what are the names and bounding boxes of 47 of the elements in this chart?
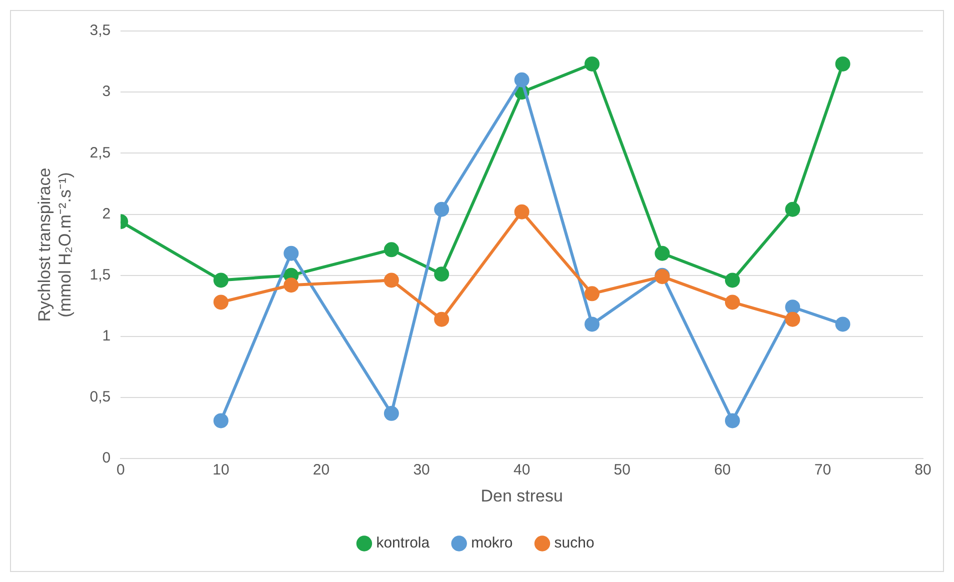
y-tick-label: 2 [102, 205, 111, 222]
point [785, 300, 800, 315]
point [835, 56, 850, 72]
y-tick-label: 3,5 [90, 22, 111, 40]
point [514, 204, 530, 220]
point [584, 286, 600, 302]
point [284, 278, 299, 293]
y-tick-label: 0 [102, 450, 111, 467]
point [384, 406, 399, 421]
point [213, 272, 228, 288]
x-tick-label: 60 [714, 462, 731, 479]
point [835, 316, 850, 332]
legend-label: sucho [554, 534, 594, 552]
point [724, 272, 740, 288]
x-tick-label: 30 [413, 462, 430, 479]
legend-label: kontrola [376, 534, 430, 552]
point [785, 202, 800, 217]
point [724, 413, 740, 428]
x-axis-title: Den stresu [480, 486, 563, 506]
point [284, 246, 299, 261]
point [724, 294, 740, 310]
x-tick-label: 10 [212, 462, 230, 479]
y-tick-label: 1 [102, 328, 111, 345]
x-tick-label: 70 [814, 462, 832, 479]
point [384, 242, 399, 258]
x-tick-label: 50 [614, 462, 630, 479]
y-tick-label: 3 [102, 83, 111, 100]
x-tick-label: 20 [312, 462, 330, 479]
point [434, 266, 450, 282]
y-tick-label: 0,5 [90, 388, 111, 406]
point [584, 316, 600, 332]
point [384, 272, 399, 288]
y-axis-title: Rychlost transpirace (mmol H₂O.m⁻².s⁻¹) [34, 168, 74, 322]
point [434, 312, 450, 327]
point [584, 56, 600, 72]
x-tick-label: 80 [914, 462, 932, 479]
point [654, 246, 670, 261]
legend-label: mokro [471, 534, 513, 552]
y-tick-label: 1,5 [90, 266, 111, 284]
y-tick-label: 2,5 [90, 144, 111, 162]
point [213, 413, 228, 428]
point [213, 294, 228, 310]
point [434, 202, 450, 217]
point [785, 312, 800, 327]
x-tick-label: 40 [513, 462, 530, 479]
x-tick-label: 0 [116, 462, 125, 479]
point [514, 72, 530, 88]
